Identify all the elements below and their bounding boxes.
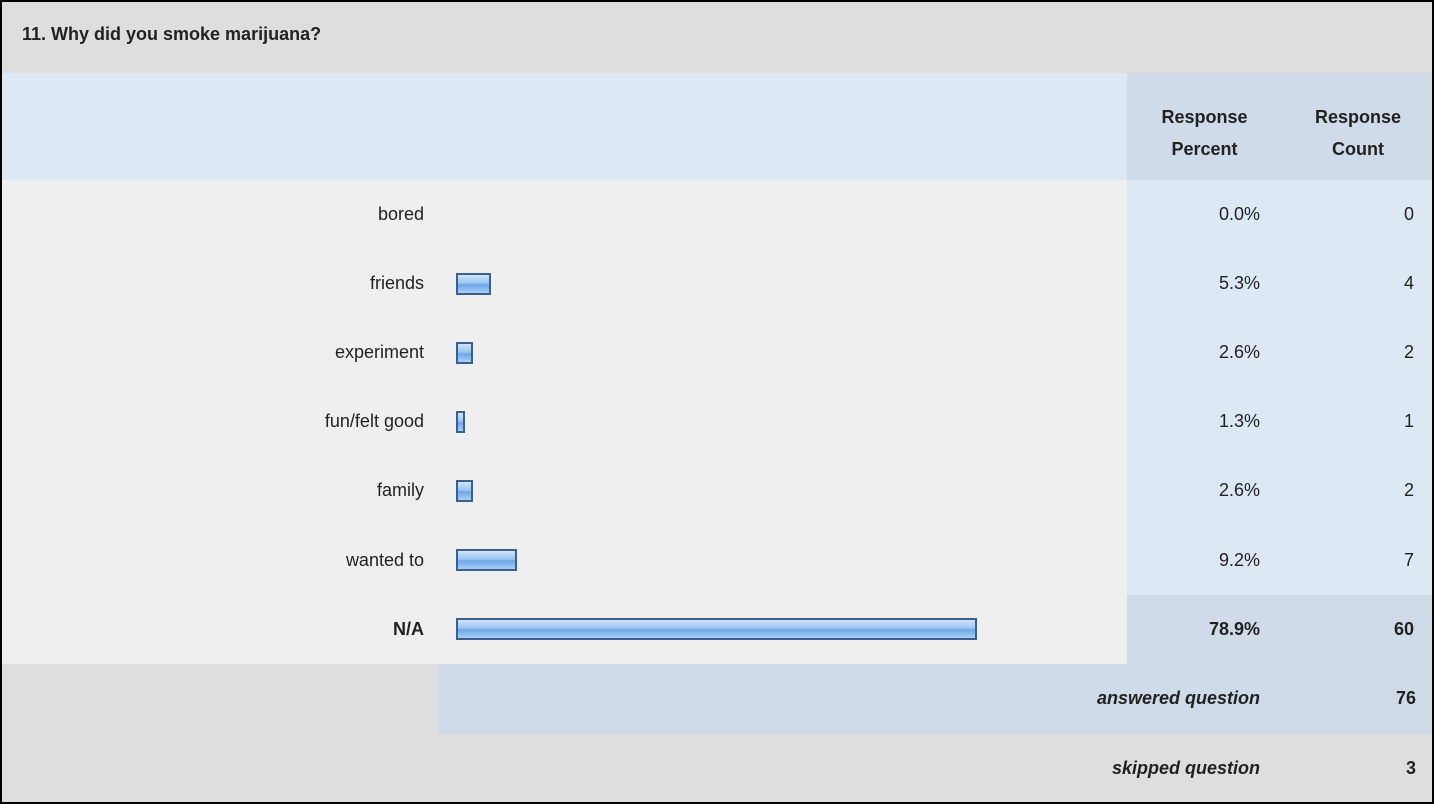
response-row: wanted to 9.2% 7 (2, 525, 1432, 596)
header-row (2, 73, 1129, 180)
choice-label: bored (377, 204, 424, 224)
answered-row: answered question 76 (438, 664, 1432, 734)
percent: 2.6% (1218, 480, 1260, 501)
answered-label: answered question (1096, 688, 1260, 708)
choice-label: fun/felt good (324, 411, 424, 432)
bar (456, 272, 491, 295)
bar (456, 549, 517, 572)
skipped-label: skipped question (1111, 758, 1260, 778)
header-text: Response (1314, 107, 1402, 127)
percent: 5.3% (1218, 273, 1260, 294)
count: 1 (1403, 411, 1414, 432)
bar (456, 341, 474, 364)
response-cols (1127, 456, 1432, 526)
skipped-value: 3 (1405, 758, 1416, 778)
skipped-row: skipped question 3 (2, 734, 1432, 802)
percent: 2.6% (1218, 342, 1260, 363)
response-row: friends 5.3% 4 (2, 249, 1432, 319)
choice-label: wanted to (345, 549, 424, 570)
percent: 78.9% (1208, 618, 1260, 639)
answered-value: 76 (1395, 688, 1416, 708)
bar (456, 410, 465, 433)
percent: 9.2% (1218, 549, 1260, 570)
response-cols (1127, 387, 1432, 457)
percent: 0.0% (1218, 204, 1260, 224)
header-text: Response (1161, 107, 1248, 127)
response-cols (1127, 180, 1432, 250)
count: 0 (1403, 204, 1414, 224)
question-title: 11. Why did you smoke marijuana? (22, 24, 322, 44)
count: 60 (1393, 618, 1414, 639)
response-cols (1127, 318, 1432, 388)
bar (456, 618, 977, 641)
count: 2 (1403, 480, 1414, 501)
count: 2 (1403, 342, 1414, 363)
count: 7 (1403, 549, 1414, 570)
response-row: fun/felt good 1.3% 1 (2, 387, 1432, 457)
response-cols (1127, 525, 1432, 596)
percent: 1.3% (1218, 411, 1260, 432)
bar (456, 479, 474, 502)
choice-label: N/A (393, 618, 424, 639)
response-cols (1127, 249, 1432, 319)
choice-label: family (376, 480, 424, 501)
response-cols (1127, 594, 1432, 665)
header-cols: Response Percent Response Count (1127, 73, 1432, 180)
title-bar: 11. Why did you smoke marijuana? (2, 2, 1432, 73)
response-row: family 2.6% 2 (2, 456, 1432, 526)
choice-label: experiment (334, 342, 424, 363)
response-row: bored 0.0% 0 (2, 180, 1432, 250)
response-row: N/A 78.9% 60 (2, 594, 1432, 665)
header-text: Percent (1171, 139, 1238, 159)
response-row: experiment 2.6% 2 (2, 318, 1432, 388)
header-text: Count (1332, 139, 1384, 159)
count: 4 (1403, 273, 1414, 294)
choice-label: friends (369, 273, 424, 294)
